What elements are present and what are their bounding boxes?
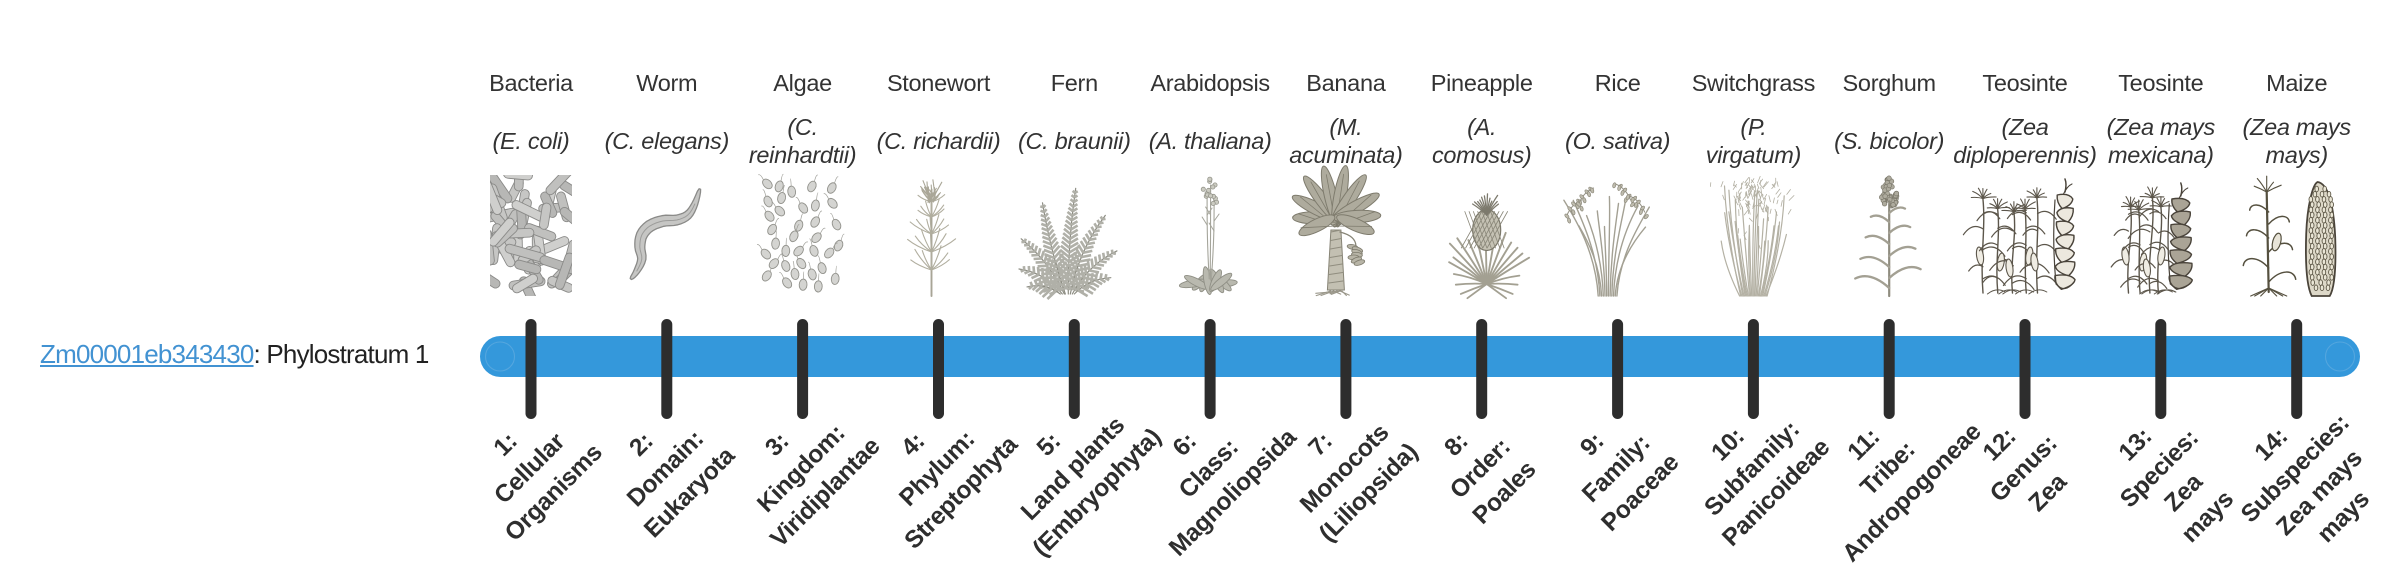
svg-text:8:Order:Poales: 8:Order:Poales (1420, 408, 1542, 530)
svg-text:12:Genus:Zea: 12:Genus:Zea (1961, 406, 2087, 532)
svg-text:14:Subspecies:Zea maysmays: 14:Subspecies:Zea maysmays (2212, 385, 2400, 576)
svg-text:9:Family:Poaceae: 9:Family:Poaceae (1548, 401, 1684, 537)
svg-text:13:Species:Zeamays: 13:Species:Zeamays (2091, 400, 2252, 561)
